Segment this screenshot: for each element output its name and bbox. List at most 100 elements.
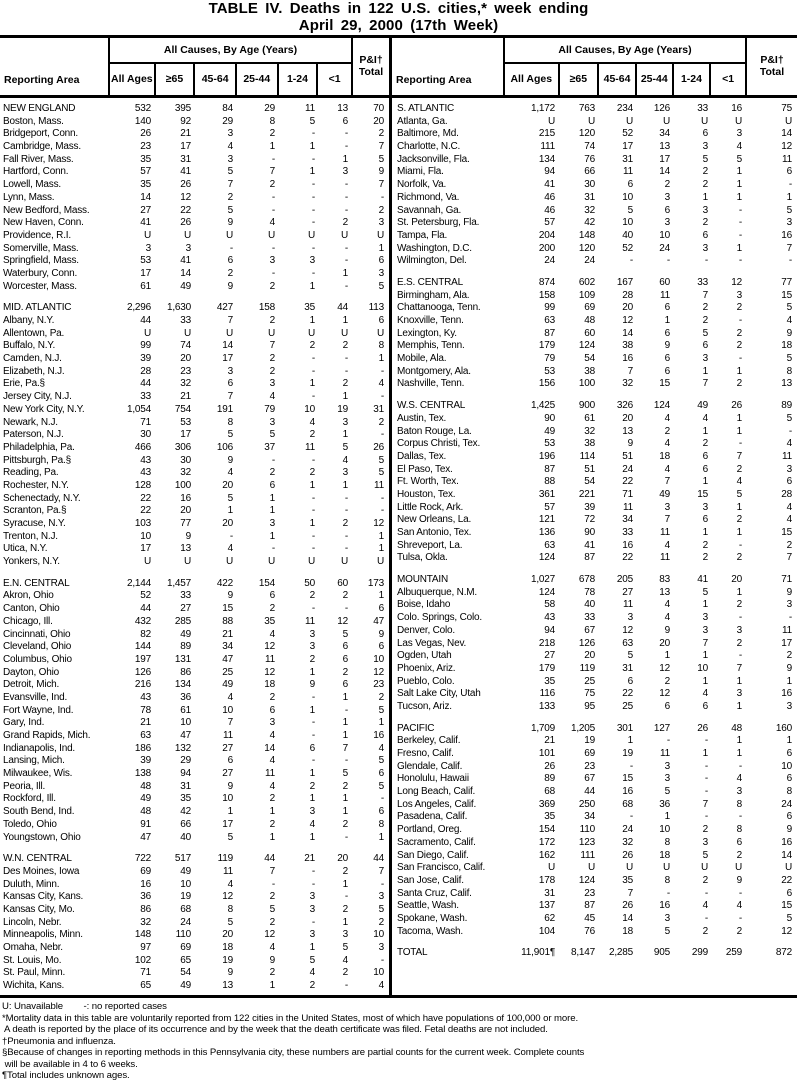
value-cell-ge65: 23 bbox=[584, 760, 595, 772]
table-row: Mobile, Ala. 79 54 16 6 3 - 5 bbox=[392, 353, 797, 366]
value-cell-all-ages: 63 bbox=[544, 315, 555, 326]
value-cell-ge65: 110 bbox=[579, 824, 596, 836]
value-cell-ge65: 250 bbox=[578, 798, 595, 810]
value-cell-25-44: 79 bbox=[264, 403, 275, 415]
reporting-area-cell: Lansing, Mich. bbox=[3, 755, 65, 767]
value-cell-lt1: 3 bbox=[342, 929, 349, 941]
value-cell-25-44: 3 bbox=[269, 255, 276, 267]
reporting-area-cell: Las Vegas, Nev. bbox=[397, 637, 467, 649]
reporting-area-cell: Chattanooga, Tenn. bbox=[397, 302, 481, 314]
value-cell-45-64: 7 bbox=[627, 365, 634, 377]
value-cell-all-ages: 49 bbox=[544, 425, 555, 437]
value-cell-25-44: 15 bbox=[659, 378, 670, 390]
value-cell-all-ages: 88 bbox=[544, 476, 555, 488]
age-group-title-left: All Causes, By Age (Years) bbox=[110, 38, 351, 64]
table-row: New Bedford, Mass. 27 22 5 - - - 2 bbox=[0, 205, 389, 218]
value-cell-25-44: - bbox=[271, 153, 275, 165]
value-cell-lt1: 1 bbox=[342, 267, 349, 279]
value-cell-1-24: 3 bbox=[309, 641, 316, 653]
value-cell-25-44: 13 bbox=[659, 141, 670, 153]
value-cell-25-44: 1 bbox=[269, 530, 276, 542]
reporting-area-cell: MOUNTAIN bbox=[397, 574, 448, 586]
value-cell-45-64: 29 bbox=[222, 115, 233, 127]
value-cell-ge65: 49 bbox=[180, 280, 191, 292]
value-cell-ge65: U bbox=[183, 229, 191, 241]
value-cell-25-44: 12 bbox=[264, 929, 275, 941]
value-cell-lt1: U bbox=[340, 556, 348, 568]
reporting-area-cell: Waterbury, Conn. bbox=[3, 267, 78, 279]
value-cell-pi-total: 6 bbox=[786, 773, 793, 785]
value-cell-lt1: 2 bbox=[342, 865, 349, 877]
reporting-area-cell: Somerville, Mass. bbox=[3, 242, 79, 254]
value-cell-1-24: 2 bbox=[309, 653, 316, 665]
value-cell-pi-total: - bbox=[788, 425, 792, 437]
value-cell-pi-total: 22 bbox=[781, 874, 792, 886]
value-cell-45-64: 25 bbox=[622, 700, 633, 712]
value-cell-lt1: 19 bbox=[337, 403, 348, 415]
reporting-area-cell: New Orleans, La. bbox=[397, 514, 472, 526]
value-cell-45-64: 16 bbox=[622, 539, 633, 551]
value-cell-45-64: 13 bbox=[222, 980, 233, 992]
value-cell-25-44: 7 bbox=[269, 340, 276, 352]
value-cell-25-44: 2 bbox=[664, 675, 671, 687]
value-cell-1-24: 6 bbox=[702, 700, 709, 712]
value-cell-45-64: 16 bbox=[622, 786, 633, 798]
value-cell-45-64: 31 bbox=[622, 153, 633, 165]
table-row: New Orleans, La. 121 72 34 7 6 2 4 bbox=[392, 514, 797, 527]
value-cell-ge65: 72 bbox=[584, 514, 595, 526]
value-cell-1-24: 3 bbox=[309, 806, 316, 818]
value-cell-all-ages: 154 bbox=[538, 824, 555, 836]
value-cell-pi-total: 2 bbox=[378, 691, 385, 703]
table-section: E.S. CENTRAL 874 602 167 60 33 12 77 Bir… bbox=[392, 277, 797, 391]
value-cell-lt1: 2 bbox=[736, 514, 743, 526]
value-cell-all-ages: 532 bbox=[134, 103, 151, 114]
value-cell-1-24: 3 bbox=[309, 903, 316, 915]
value-cell-lt1: - bbox=[344, 530, 348, 542]
reporting-area-cell: Richmond, Va. bbox=[397, 191, 460, 203]
value-cell-ge65: 678 bbox=[578, 574, 595, 586]
value-cell-1-24: 1 bbox=[309, 315, 316, 326]
reporting-area-cell: Long Beach, Calif. bbox=[397, 786, 476, 798]
region-total-row: E.N. CENTRAL 2,144 1,457 422 154 50 60 1… bbox=[0, 578, 389, 591]
reporting-area-cell: Memphis, Tenn. bbox=[397, 340, 465, 352]
value-cell-pi-total: 15 bbox=[781, 900, 792, 912]
table-row: Jacksonville, Fla. 134 76 31 17 5 5 11 bbox=[392, 154, 797, 167]
value-cell-1-24: - bbox=[311, 242, 315, 254]
value-cell-25-44: - bbox=[271, 204, 275, 216]
table-row: Erie, Pa.§ 44 32 6 3 1 2 4 bbox=[0, 378, 389, 391]
value-cell-25-44: - bbox=[271, 543, 275, 555]
reporting-area-cell: New Haven, Conn. bbox=[3, 217, 84, 229]
value-cell-25-44: 4 bbox=[269, 391, 276, 403]
value-cell-25-44: 1 bbox=[269, 831, 276, 843]
value-cell-lt1: 4 bbox=[736, 141, 743, 153]
table-row: Des Moines, Iowa 69 49 11 7 - 2 7 bbox=[0, 866, 389, 879]
value-cell-45-64: 34 bbox=[622, 514, 633, 526]
value-cell-lt1: 4 bbox=[736, 773, 743, 785]
value-cell-1-24: - bbox=[311, 204, 315, 216]
value-cell-all-ages: 22 bbox=[140, 492, 151, 504]
value-cell-45-64: 21 bbox=[222, 628, 233, 640]
age-group-header-left: All Causes, By Age (Years) All Ages ≥65 … bbox=[110, 38, 353, 95]
table-row: Ft. Worth, Tex. 88 54 22 7 1 4 6 bbox=[392, 476, 797, 489]
value-cell-1-24: - bbox=[311, 730, 315, 741]
value-cell-1-24: 9 bbox=[309, 679, 316, 691]
value-cell-all-ages: U bbox=[547, 115, 555, 127]
reporting-area-cell: Buffalo, N.Y. bbox=[3, 340, 56, 352]
value-cell-pi-total: 16 bbox=[373, 730, 384, 741]
reporting-area-cell: W.S. CENTRAL bbox=[397, 400, 466, 412]
value-cell-all-ages: 1,709 bbox=[530, 722, 555, 734]
pi-total-header-left: P&I† Total bbox=[353, 38, 389, 95]
value-cell-lt1: 5 bbox=[342, 942, 349, 953]
reporting-area-cell: PACIFIC bbox=[397, 722, 435, 734]
value-cell-pi-total: 6 bbox=[786, 166, 793, 178]
value-cell-pi-total: 4 bbox=[378, 378, 385, 390]
reporting-area-cell: Ogden, Utah bbox=[397, 650, 452, 662]
table-row: Cleveland, Ohio 144 89 34 12 3 6 6 bbox=[0, 641, 389, 654]
table-section: NEW ENGLAND 532 395 84 29 11 13 70 Bosto… bbox=[0, 103, 389, 293]
value-cell-ge65: 32 bbox=[180, 378, 191, 390]
value-cell-lt1: 3 bbox=[342, 166, 349, 178]
value-cell-25-44: 14 bbox=[264, 742, 275, 754]
value-cell-pi-total: 1 bbox=[378, 530, 385, 542]
value-cell-45-64: 68 bbox=[622, 798, 633, 810]
value-cell-25-44: 18 bbox=[659, 450, 670, 462]
